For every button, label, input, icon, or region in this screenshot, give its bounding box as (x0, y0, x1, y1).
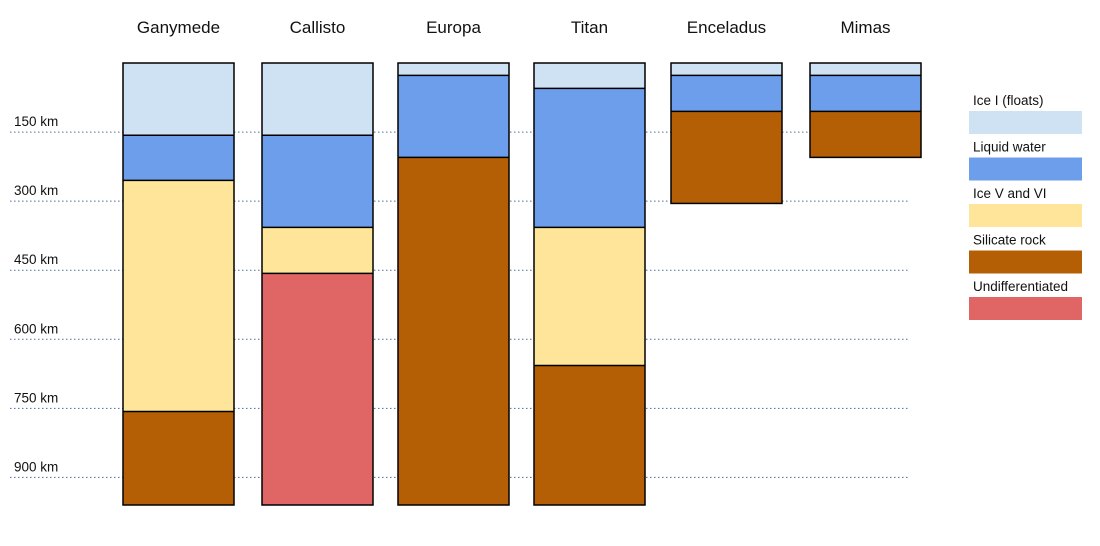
legend-label: Liquid water (973, 140, 1046, 155)
legend-item: Ice I (floats) (969, 93, 1082, 134)
moon-column (670, 62, 783, 205)
moon-name: Titan (571, 18, 608, 37)
layer-segment (534, 88, 645, 228)
legend-item: Liquid water (969, 140, 1082, 181)
layer-segment (810, 111, 921, 158)
moon-columns (122, 62, 922, 506)
layer-segment (398, 75, 509, 158)
legend-label: Ice I (floats) (973, 93, 1044, 108)
layer-segment (398, 157, 509, 505)
legend-item: Silicate rock (969, 233, 1082, 274)
legend-label: Ice V and VI (973, 186, 1047, 201)
legend-swatch (969, 111, 1082, 134)
moon-name: Europa (426, 18, 481, 37)
column-outline (261, 62, 374, 506)
tick-label: 300 km (14, 183, 58, 198)
column-outline (533, 62, 646, 506)
tick-label: 900 km (14, 459, 58, 474)
column-outline (397, 62, 510, 506)
legend-swatch (969, 297, 1082, 320)
moon-name: Callisto (290, 18, 346, 37)
moon-name: Ganymede (137, 18, 220, 37)
tick-label: 150 km (14, 114, 58, 129)
layer-segment (123, 180, 234, 412)
legend-swatch (969, 250, 1082, 274)
legend-swatch (969, 157, 1082, 181)
legend: Ice I (floats) Liquid water Ice V and VI Si… (969, 93, 1082, 320)
tick-label: 750 km (14, 390, 58, 405)
depth-axis-labels: 150 km 300 km 450 km 600 km 750 km 900 km (14, 114, 58, 474)
layer-segment (262, 135, 373, 228)
column-outline (122, 62, 235, 506)
layer-segment (671, 63, 782, 76)
layer-segment (123, 411, 234, 505)
layer-segment (810, 63, 921, 76)
moon-name: Enceladus (687, 18, 766, 37)
layer-segment (123, 63, 234, 136)
layer-segment (810, 75, 921, 112)
moon-column (122, 62, 235, 506)
layer-segment (534, 63, 645, 89)
moon-column (397, 62, 510, 506)
column-outline (809, 62, 922, 159)
moon-column (261, 62, 374, 506)
tick-label: 450 km (14, 252, 58, 267)
layer-segment (671, 111, 782, 204)
legend-label: Silicate rock (973, 233, 1046, 248)
moon-name-labels: Ganymede Callisto Europa Titan Enceladus Mima… (137, 18, 891, 37)
legend-item: Undifferentiated (969, 279, 1082, 320)
moon-name: Mimas (840, 18, 890, 37)
column-outline (670, 62, 783, 205)
tick-label: 600 km (14, 321, 58, 336)
moon-column (533, 62, 646, 506)
layer-segment (262, 63, 373, 136)
layer-segment (398, 63, 509, 76)
layer-segment (262, 227, 373, 274)
layer-segment (534, 365, 645, 505)
legend-item: Ice V and VI (969, 186, 1082, 227)
moon-column (809, 62, 922, 159)
layer-segment (262, 273, 373, 505)
legend-swatch (969, 204, 1082, 227)
layer-segment (534, 227, 645, 366)
legend-label: Undifferentiated (973, 279, 1068, 294)
layer-segment (671, 75, 782, 112)
layer-segment (123, 135, 234, 181)
